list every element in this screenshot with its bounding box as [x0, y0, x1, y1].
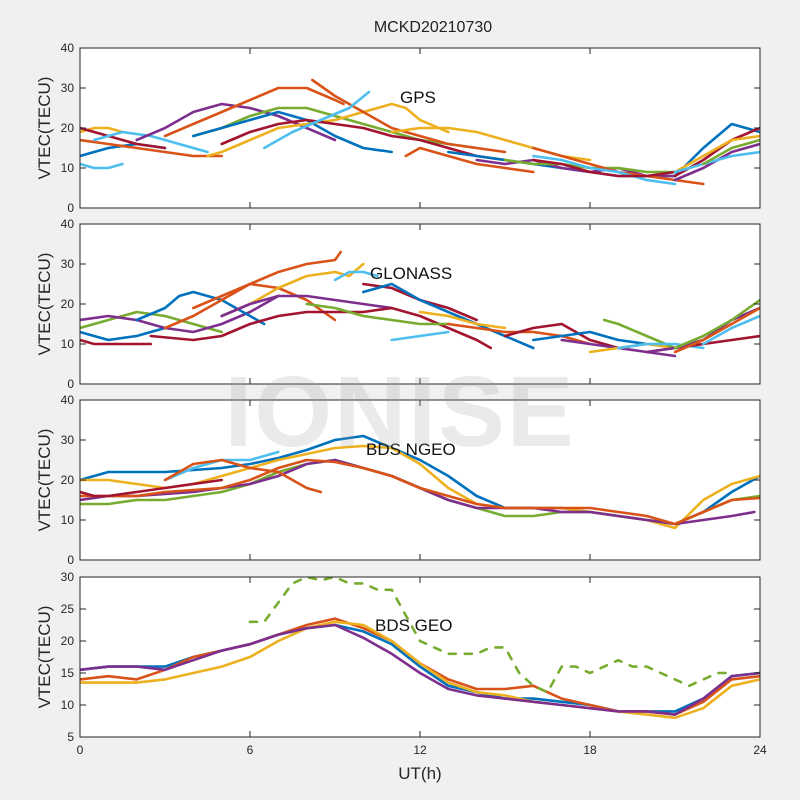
series-line-19 — [532, 330, 648, 346]
series-line-23 — [673, 122, 760, 178]
panel-gps: 0 10 20 30 40 VTEC(TECU) GPS — [35, 41, 761, 215]
x-axis-label: UT(h) — [398, 764, 441, 783]
series-line-27 — [673, 306, 760, 354]
panel-label: BDS GEO — [375, 616, 452, 635]
panel-glonass: 0 10 20 30 40 VTEC(TECU) GLONASS — [35, 217, 761, 391]
series-line-4 — [80, 623, 760, 716]
y-tick-label: 20 — [61, 473, 75, 487]
series-line-10 — [149, 306, 493, 350]
y-axis-label: VTEC(TECU) — [35, 606, 54, 709]
y-tick-label: 20 — [61, 634, 75, 648]
x-tick-label: 0 — [77, 743, 84, 757]
series-line-2 — [80, 138, 223, 158]
panel-label: GLONASS — [370, 264, 452, 283]
y-tick-label: 15 — [61, 666, 75, 680]
series-line-15 — [390, 330, 450, 342]
axes-background — [80, 400, 760, 560]
series-line-3 — [80, 620, 760, 720]
series-line-4 — [80, 162, 124, 170]
series-line-18 — [503, 322, 620, 350]
series-line-1 — [80, 338, 153, 346]
series-line-26 — [673, 298, 760, 350]
panel-label: BDS NGEO — [366, 440, 456, 459]
figure-title: MCKD20210730 — [374, 19, 492, 36]
series-group — [80, 434, 760, 530]
series-line-12 — [220, 118, 507, 162]
series-line-5 — [248, 577, 733, 694]
y-tick-label: 30 — [61, 257, 75, 271]
series-line-5 — [80, 458, 760, 526]
panel-label: GPS — [400, 88, 436, 107]
y-tick-label: 40 — [61, 217, 75, 231]
y-tick-label: 5 — [67, 730, 74, 744]
y-tick-label: 25 — [61, 602, 75, 616]
series-line-10 — [192, 110, 393, 154]
y-axis-label: VTEC(TECU) — [35, 429, 54, 532]
axes-background — [80, 224, 760, 384]
series-group — [80, 577, 760, 720]
y-tick-label: 10 — [61, 337, 75, 351]
series-line-2 — [80, 326, 167, 342]
x-tick-label: 6 — [247, 743, 254, 757]
y-tick-label: 0 — [67, 377, 74, 391]
series-group — [80, 78, 760, 186]
y-tick-label: 0 — [67, 201, 74, 215]
series-line-27 — [673, 150, 760, 174]
series-line-8 — [163, 458, 323, 494]
series-line-5 — [80, 126, 167, 150]
y-tick-label: 30 — [61, 81, 75, 95]
x-tick-label: 24 — [753, 743, 767, 757]
y-tick-label: 40 — [61, 393, 75, 407]
series-group — [80, 250, 760, 358]
series-line-12 — [333, 270, 379, 282]
x-tick-label: 18 — [583, 743, 597, 757]
series-line-7 — [192, 250, 342, 310]
y-tick-label: 10 — [61, 698, 75, 712]
y-tick-label: 10 — [61, 513, 75, 527]
series-line-6 — [80, 478, 223, 498]
series-line-14 — [262, 90, 371, 150]
series-line-8 — [163, 86, 345, 138]
y-axis-label: VTEC(TECU) — [35, 77, 54, 180]
series-line-16 — [418, 310, 507, 330]
series-line-15 — [404, 146, 535, 174]
y-tick-label: 10 — [61, 161, 75, 175]
series-line-28 — [702, 138, 760, 166]
series-line-6 — [92, 130, 209, 154]
panels: 0 10 20 30 40 VTEC(TECU) GPS 0 10 20 30 40 VTEC(TECU… — [35, 41, 767, 783]
series-line-22 — [532, 158, 677, 178]
series-line-13 — [311, 78, 507, 154]
series-line-11 — [206, 102, 450, 158]
series-line-9 — [220, 294, 393, 318]
panel-bds-ngeo: 0 10 20 30 40 VTEC(TECU) BDS NGEO — [35, 393, 761, 567]
series-line-5 — [135, 290, 266, 326]
y-tick-label: 20 — [61, 297, 75, 311]
panel-bds-geo: 5 10 15 20 25 30 0 6 12 18 24 VTEC(TECU) UT(h) BDS GE… — [35, 570, 767, 783]
y-tick-label: 40 — [61, 41, 75, 55]
series-line-28 — [702, 314, 760, 346]
y-tick-label: 20 — [61, 121, 75, 135]
series-line-22 — [602, 318, 677, 350]
x-tick-label: 12 — [413, 743, 427, 757]
y-axis-label: VTEC(TECU) — [35, 253, 54, 356]
y-tick-label: 30 — [61, 433, 75, 447]
y-tick-label: 0 — [67, 553, 74, 567]
series-line-25 — [673, 134, 760, 174]
series-line-21 — [532, 154, 677, 186]
series-line-11 — [305, 302, 450, 326]
y-tick-label: 30 — [61, 570, 75, 584]
